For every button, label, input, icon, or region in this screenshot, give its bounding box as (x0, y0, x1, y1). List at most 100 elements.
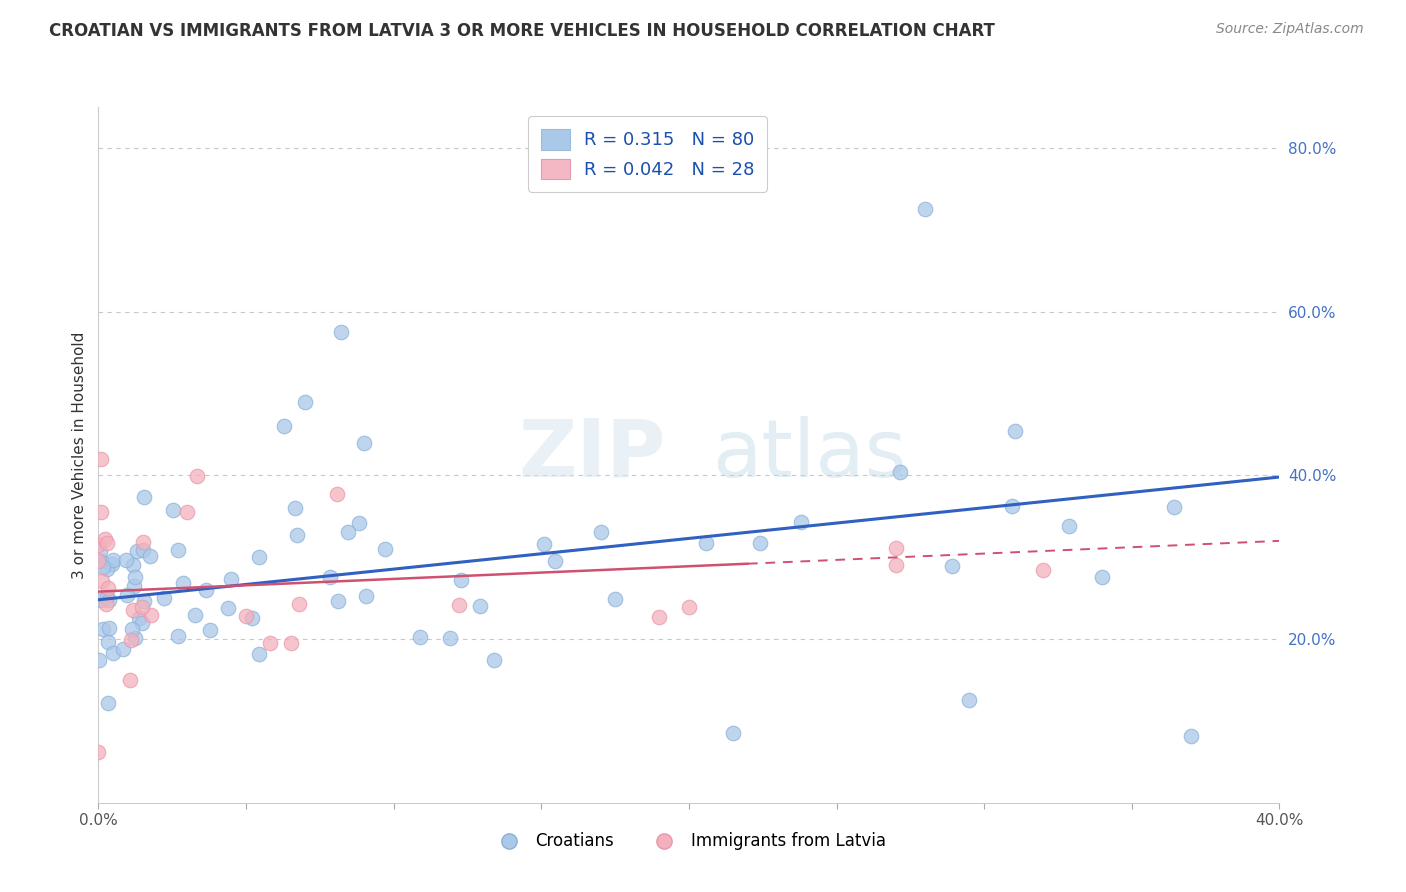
Point (176, 505, 198, 519)
Point (120, 633, 142, 648)
Point (1057, 519, 1080, 533)
Point (96, 535, 118, 549)
Point (235, 609, 257, 624)
Point (90, 593, 112, 607)
Point (353, 435, 375, 450)
Point (889, 465, 911, 479)
Point (247, 647, 270, 661)
Point (127, 543, 149, 558)
Point (87, 653, 110, 667)
Point (91, 622, 114, 636)
Point (544, 554, 567, 568)
Point (101, 558, 124, 572)
Point (259, 636, 281, 650)
Point (1163, 500, 1185, 514)
Point (336, 524, 359, 539)
Point (589, 524, 612, 539)
Y-axis label: 3 or more Vehicles in Household: 3 or more Vehicles in Household (72, 331, 87, 579)
Point (450, 574, 472, 588)
Point (98, 592, 121, 607)
Point (374, 542, 396, 557)
Point (139, 549, 162, 563)
Point (249, 549, 271, 564)
Point (349, 516, 371, 531)
Point (533, 536, 555, 550)
Point (94, 533, 117, 547)
Point (409, 630, 432, 644)
Point (124, 569, 146, 583)
Point (96, 590, 118, 604)
Point (240, 610, 263, 624)
Point (186, 469, 208, 483)
Point (91, 559, 114, 574)
Point (285, 528, 308, 542)
Point (914, 202, 936, 217)
Point (153, 591, 176, 606)
Point (90, 574, 112, 589)
Point (97, 582, 120, 596)
Point (284, 501, 307, 516)
Point (139, 608, 162, 623)
Point (790, 515, 813, 529)
Point (439, 631, 461, 645)
Point (484, 653, 506, 667)
Point (124, 631, 146, 645)
Point (96, 562, 118, 576)
Point (121, 558, 143, 573)
Point (695, 536, 717, 550)
Text: atlas: atlas (713, 416, 907, 494)
Point (280, 636, 302, 650)
Point (319, 570, 342, 584)
Point (131, 616, 153, 631)
Point (605, 591, 627, 606)
Point (167, 543, 190, 558)
Point (121, 603, 143, 617)
Point (449, 598, 471, 612)
Point (1001, 499, 1024, 513)
Point (959, 693, 981, 707)
Point (101, 553, 124, 567)
Point (198, 623, 221, 637)
Point (124, 579, 146, 593)
Point (131, 600, 153, 615)
Point (87, 538, 110, 552)
Point (162, 503, 184, 517)
Text: Source: ZipAtlas.com: Source: ZipAtlas.com (1216, 22, 1364, 37)
Point (115, 553, 138, 567)
Point (1091, 569, 1114, 583)
Point (90, 505, 112, 519)
Point (101, 646, 124, 660)
Point (97, 635, 120, 649)
Point (87, 554, 110, 568)
Point (884, 541, 907, 556)
Point (97, 696, 120, 710)
Text: CROATIAN VS IMMIGRANTS FROM LATVIA 3 OR MORE VEHICLES IN HOUSEHOLD CORRELATION C: CROATIAN VS IMMIGRANTS FROM LATVIA 3 OR … (49, 22, 995, 40)
Point (172, 575, 194, 590)
Point (89, 544, 111, 558)
Point (221, 572, 243, 586)
Point (294, 394, 316, 409)
Point (723, 726, 745, 740)
Point (132, 535, 155, 549)
Point (329, 325, 352, 339)
Point (748, 536, 770, 550)
Point (678, 600, 700, 615)
Point (648, 609, 671, 624)
Point (941, 559, 963, 574)
Point (98, 621, 121, 635)
Point (120, 673, 142, 687)
Point (1180, 729, 1202, 743)
Point (131, 542, 153, 557)
Point (356, 589, 378, 603)
Point (121, 622, 143, 636)
Point (115, 588, 138, 602)
Point (90, 452, 112, 467)
Point (1004, 424, 1026, 438)
Point (326, 487, 349, 501)
Point (166, 630, 188, 644)
Point (1032, 562, 1054, 576)
Point (884, 558, 907, 573)
Point (87, 745, 110, 759)
Point (273, 419, 295, 434)
Point (132, 594, 155, 608)
